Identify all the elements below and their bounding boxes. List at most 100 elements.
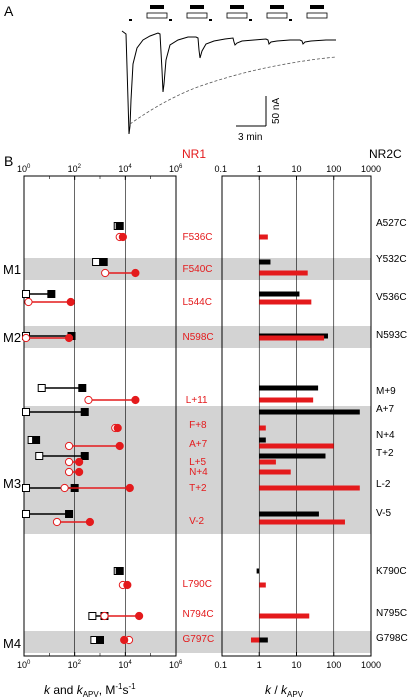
- nr1-mutant-label: V-2: [189, 516, 204, 527]
- protocol-open-bar: [306, 12, 328, 19]
- nr1-mutant-label: F540C: [183, 264, 213, 275]
- right-bottom-tick-label: 1000: [361, 660, 381, 670]
- left-bottom-tick-label: 102: [68, 660, 82, 670]
- nr2c-mutant-label: A+7: [376, 404, 395, 415]
- panel-a-label: A: [4, 3, 14, 19]
- band-m2: [24, 326, 371, 348]
- nr1-mutant-label: G797C: [183, 634, 215, 645]
- current-trace: [121, 30, 337, 135]
- nr1-k-marker: [85, 517, 95, 527]
- scale-bar-vertical-label: 50 nA: [271, 98, 282, 124]
- nr2c-mutant-label: T+2: [376, 448, 394, 459]
- protocol-filled-bar: [190, 5, 204, 9]
- nr2c-kapv-marker: [92, 258, 101, 266]
- nr2c-kapv-marker: [22, 408, 31, 416]
- data-marks: [21, 222, 360, 645]
- protocol-filled-bar: [150, 5, 164, 9]
- domain-label-m3: M3: [3, 476, 21, 491]
- right-bottom-tick-label: 0.1: [215, 660, 228, 670]
- domain-label-m2: M2: [3, 330, 21, 345]
- nr2c-header: NR2C: [369, 147, 402, 161]
- nr1-k-marker: [123, 580, 132, 590]
- left-top-tick-label: 102: [68, 164, 82, 174]
- right-axis-title: k / kAPV: [265, 683, 304, 698]
- domain-label-m4: M4: [3, 636, 21, 651]
- scale-bar-horizontal-label: 3 min: [238, 132, 262, 143]
- nr1-mutant-label: A+7: [189, 439, 208, 450]
- nr2c-k-marker: [80, 408, 89, 416]
- nr1-mutant-label: T+2: [189, 483, 207, 494]
- nr2c-k-marker: [80, 452, 89, 460]
- nr2c-ratio-bar: [259, 259, 271, 265]
- nr1-mutant-label: F536C: [183, 232, 213, 243]
- nr2c-kapv-marker: [37, 384, 46, 392]
- nr1-ratio-bar: [259, 469, 291, 475]
- nr2c-kapv-marker: [22, 510, 31, 518]
- nr1-header: NR1: [182, 147, 206, 161]
- right-grid: [258, 176, 335, 656]
- scale-bar: 50 nA 3 min: [236, 96, 282, 143]
- nr1-ratio-bar: [259, 234, 268, 240]
- nr1-ratio-bar: [259, 613, 310, 619]
- nr2c-mutant-label: A527C: [376, 218, 407, 229]
- protocol-open-bar: [186, 12, 208, 19]
- nr1-k-marker: [135, 611, 144, 621]
- left-bottom-tick-label: 104: [118, 660, 132, 670]
- nr1-k-marker: [75, 457, 84, 467]
- right-bottom-tick-label: 100: [326, 660, 341, 670]
- nr1-k-marker: [131, 268, 140, 278]
- left-axis-ticks: 100 100 102 102 104 104 106 106: [17, 164, 183, 670]
- nr2c-ratio-bar: [259, 453, 326, 459]
- nr1-ratio-bar: [259, 270, 308, 276]
- nr2c-mutant-label: V-5: [376, 508, 391, 519]
- nr2c-ratio-bar: [259, 291, 300, 297]
- nr1-kapv-marker: [21, 333, 31, 343]
- left-bottom-tick-label: 100: [17, 660, 31, 670]
- nr1-k-marker: [118, 232, 127, 242]
- nr1-k-marker: [131, 395, 140, 405]
- nr1-k-marker: [125, 483, 134, 493]
- nr2c-k-marker: [78, 384, 87, 392]
- protocol-tick: [249, 19, 252, 21]
- nr2c-ratio-bar: [259, 409, 360, 415]
- nr2c-k-marker: [32, 436, 41, 444]
- right-top-tick-label: 1000: [361, 164, 381, 174]
- right-axis-ticks: 0.1 0.1 1 1 10 10 100 100 1000 1000: [215, 164, 382, 670]
- panel-b: B M1 M2 M3 M4 NR1 NR2C 10010010210210410…: [3, 147, 408, 698]
- nr2c-mutant-label: N795C: [376, 608, 407, 619]
- nr1-k-marker: [75, 467, 84, 477]
- nr2c-mutant-label: Y532C: [376, 254, 407, 265]
- nr1-kapv-marker: [52, 517, 62, 527]
- protocol-tick: [289, 19, 292, 21]
- nr2c-kapv-marker: [88, 612, 97, 620]
- nr2c-kapv-marker: [22, 484, 31, 492]
- protocol-tick: [209, 19, 212, 21]
- nr1-k-marker: [113, 423, 122, 433]
- protocol-open-bar: [266, 12, 288, 19]
- protocol-filled-bar: [230, 5, 244, 9]
- right-top-tick-label: 0.1: [215, 164, 228, 174]
- nr2c-k-marker: [65, 510, 74, 518]
- nr1-kapv-marker: [64, 457, 74, 467]
- nr1-ratio-bar: [259, 519, 345, 525]
- nr2c-mutant-label: L-2: [376, 479, 391, 490]
- application-protocol: [129, 5, 328, 21]
- nr1-kapv-marker: [60, 483, 69, 493]
- nr2c-ratio-bar: [259, 385, 319, 391]
- nr2c-k-marker: [115, 222, 124, 230]
- nr2c-k-marker: [99, 258, 108, 266]
- right-top-tick-label: 1: [257, 164, 262, 174]
- current-trace-line: [121, 30, 336, 135]
- nr2c-ratio-bar: [259, 637, 268, 643]
- protocol-filled-bar: [270, 5, 284, 9]
- protocol-tick: [129, 19, 132, 21]
- nr2c-k-marker: [96, 636, 104, 644]
- protocol-open-bar: [226, 12, 248, 19]
- nr2c-k-marker: [47, 290, 56, 298]
- protocol-filled-bar: [310, 5, 324, 9]
- right-top-tick-label: 100: [326, 164, 341, 174]
- nr2c-kapv-marker: [22, 290, 31, 298]
- nr1-mutant-label: L+5: [189, 457, 206, 468]
- left-top-tick-label: 106: [169, 164, 183, 174]
- nr1-ratio-bar: [259, 485, 360, 491]
